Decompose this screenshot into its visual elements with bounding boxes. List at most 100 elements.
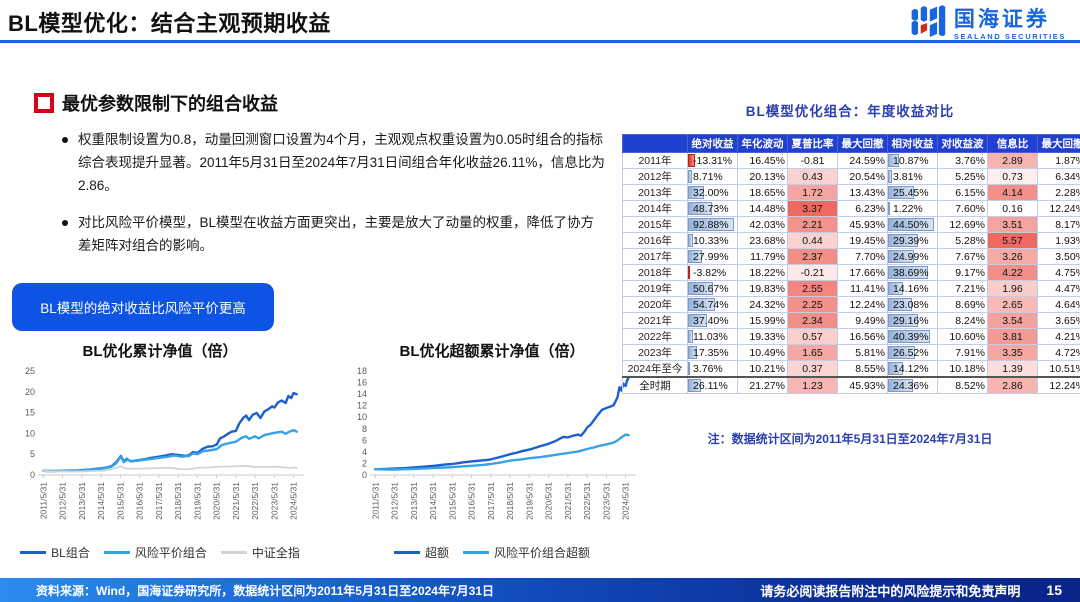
table-cell: 4.21% [1037, 328, 1080, 345]
logo-brand-sub: SEALAND SECURITIES [953, 32, 1066, 42]
table-cell: 2.37 [787, 248, 838, 265]
table-cell: 3.76% [687, 360, 738, 378]
svg-text:2017/5/31: 2017/5/31 [486, 482, 496, 520]
table-cell: 9.49% [837, 312, 888, 329]
svg-text:20: 20 [25, 387, 35, 397]
table-cell: 50.67% [687, 280, 738, 297]
table-cell: 4.72% [1037, 344, 1080, 361]
table-cell: 18.22% [737, 264, 788, 281]
cell-value: 29.16% [893, 314, 929, 327]
cell-value: 1.22% [893, 202, 923, 215]
svg-text:2019/5/31: 2019/5/31 [524, 482, 534, 520]
table-cell: 19.33% [737, 328, 788, 345]
company-logo: 国海证券 SEALAND SECURITIES [908, 4, 1066, 46]
table-cell: 21.27% [737, 376, 788, 394]
svg-text:25: 25 [25, 366, 35, 376]
cell-value: 24.99% [893, 250, 929, 263]
legend-swatch-icon [220, 551, 247, 554]
table-cell: 0.16 [987, 200, 1038, 217]
table-cell: -3.82% [687, 264, 738, 281]
logo-brand-name: 国海证券 [953, 8, 1050, 32]
databar [688, 186, 704, 199]
table-cell: 45.93% [837, 376, 888, 394]
svg-text:2022/5/31: 2022/5/31 [582, 482, 592, 520]
table-cell: 1.87% [1037, 152, 1080, 169]
svg-text:4: 4 [362, 447, 367, 457]
svg-text:2013/5/31: 2013/5/31 [77, 482, 87, 520]
cell-value: 23.08% [893, 298, 929, 311]
cell-value: 26.52% [893, 346, 929, 359]
databar [888, 266, 928, 279]
table-cell: 10.33% [687, 232, 738, 249]
svg-text:15: 15 [25, 408, 35, 418]
table-row: 2014年 48.73% 14.48% 3.37 6.23% 1.22% 7.60% 0.16… [622, 200, 1080, 217]
table-cell: 2.28% [1037, 184, 1080, 201]
databar [688, 314, 707, 327]
table-cell: 9.17% [937, 264, 988, 281]
table-cell: 7.91% [937, 344, 988, 361]
cell-value: -3.82% [693, 266, 727, 279]
table-cell: 17.66% [837, 264, 888, 281]
svg-text:0: 0 [30, 470, 35, 480]
table-header-cell: 相对收益 [887, 134, 938, 153]
table-cell: 29.16% [887, 312, 938, 329]
table-row: 2022年 11.03% 19.33% 0.57 16.56% 40.39% 10.60% 3… [622, 328, 1080, 345]
databar [888, 330, 930, 343]
table-cell: 3.65% [1037, 312, 1080, 329]
table-cell: 8.71% [687, 168, 738, 185]
table-row: 2023年 17.35% 10.49% 1.65 5.81% 26.52% 7.91% 3.3… [622, 344, 1080, 361]
table-cell: 2.55 [787, 280, 838, 297]
chart-title: BL优化超额累计净值（倍） [399, 343, 585, 360]
table-cell: 3.51 [987, 216, 1038, 233]
table-cell: 3.37 [787, 200, 838, 217]
databar [888, 186, 915, 199]
table-row-label: 2019年 [622, 280, 688, 297]
table-cell: 17.35% [687, 344, 738, 361]
table-cell: 11.03% [687, 328, 738, 345]
table-cell: 0.57 [787, 328, 838, 345]
table-cell: 10.60% [937, 328, 988, 345]
table-cell: 10.21% [737, 360, 788, 378]
table-row-label: 2017年 [622, 248, 688, 265]
table-cell: 1.23 [787, 376, 838, 394]
table-cell: 4.75% [1037, 264, 1080, 281]
table-cell: 14.16% [887, 280, 938, 297]
table-cell: 10.18% [937, 360, 988, 378]
footer-source: 资料来源：Wind，国海证券研究所，数据统计区间为2011年5月31日至2024… [36, 583, 494, 598]
cell-value: 17.35% [693, 346, 729, 359]
table-cell: -0.21 [787, 264, 838, 281]
table-cell: 6.23% [837, 200, 888, 217]
chart-title: BL优化累计净值（倍） [82, 343, 238, 360]
cell-value: 48.73% [693, 202, 729, 215]
table-cell: 6.15% [937, 184, 988, 201]
table-cell: 8.69% [937, 296, 988, 313]
table-cell: 24.59% [837, 152, 888, 169]
table-cell: -13.31% [687, 152, 738, 169]
table-cell: 8.24% [937, 312, 988, 329]
table-row: 2015年 92.88% 42.03% 2.21 45.93% 44.50% 12.69% 3… [622, 216, 1080, 233]
table-row: 2017年 27.99% 11.79% 2.37 7.70% 24.99% 7.67% 3.2… [622, 248, 1080, 265]
table-cell: 2.34 [787, 312, 838, 329]
table-cell: 1.72 [787, 184, 838, 201]
table-cell: 15.99% [737, 312, 788, 329]
svg-text:12: 12 [357, 401, 367, 411]
table-cell: 45.93% [837, 216, 888, 233]
table-cell: 2.86 [987, 376, 1038, 394]
databar [688, 218, 734, 231]
table-cell: 5.81% [837, 344, 888, 361]
table-row: 2019年 50.67% 19.83% 2.55 11.41% 14.16% 7.21% 1.… [622, 280, 1080, 297]
table-cell: 5.28% [937, 232, 988, 249]
table-row: 2013年 32.00% 18.65% 1.72 13.43% 25.45% 6.15% 4.… [622, 184, 1080, 201]
sealand-logo-icon [908, 4, 948, 46]
table-cell: 7.70% [837, 248, 888, 265]
cell-value: 10.87% [893, 154, 929, 167]
legend-label: 风险平价组合超额 [494, 546, 591, 560]
table-row-label: 2015年 [622, 216, 688, 233]
table-cell: 1.22% [887, 200, 938, 217]
annual-returns-panel: BL模型优化组合：年度收益对比 绝对收益 年化波动 夏普比率 最大回撤 相对收益 对收益波… [622, 100, 1080, 446]
table-cell: 26.52% [887, 344, 938, 361]
table-cell: 14.12% [887, 360, 938, 378]
chart-cumulative-nav: BL优化累计净值（倍） 0 5 10 15 20 25 2011/5/31 2012/5/31… [10, 340, 310, 561]
table-cell: 20.13% [737, 168, 788, 185]
databar [888, 218, 934, 231]
